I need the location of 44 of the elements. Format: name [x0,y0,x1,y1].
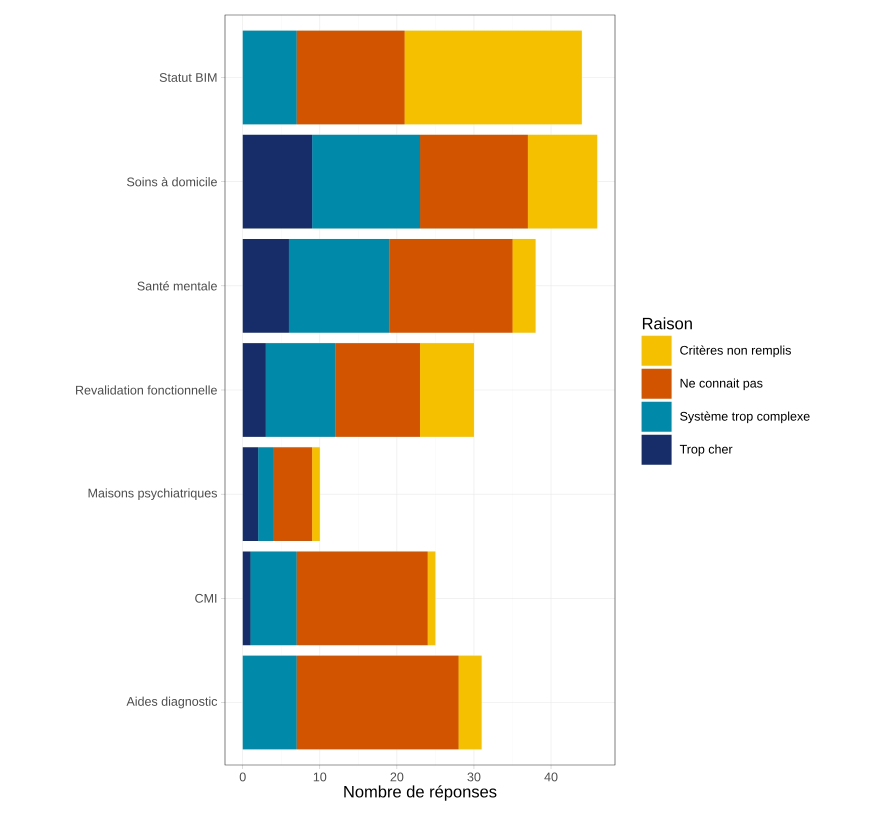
bar [242,551,250,646]
bar [242,238,289,333]
bar [242,134,312,229]
y-tick-label: Soins à domicile [127,177,217,186]
bar [288,238,390,333]
bar [420,134,528,229]
bar [274,447,312,542]
y-tick-label: Santé mentale [137,281,217,290]
x-tick-label: 40 [544,772,558,782]
legend-title: Raison [642,317,692,330]
bar [296,30,405,124]
bar [296,656,459,750]
legend-label: Ne connait pas [680,378,762,390]
x-tick-label: 30 [467,772,480,782]
bar [296,551,428,646]
bar [242,343,266,437]
x-tick-label: 0 [240,772,246,782]
bar [242,30,297,124]
bar [420,343,474,437]
bar [404,30,582,124]
bar [458,656,482,750]
legend-label: Système trop complexe [680,411,810,424]
bar [312,447,320,542]
y-tick-label: Aides diagnostic [126,696,218,708]
y-tick-label: Revalidation fonctionnelle [76,385,217,395]
bar [335,343,420,437]
bar [266,343,336,437]
legend-label: Critères non remplis [680,345,791,358]
bar [242,447,258,542]
y-tick-label: CMI [195,594,216,603]
bar [250,551,297,646]
bar [428,551,436,646]
y-tick-label: Maisons psychiatriques [88,488,217,500]
bar [512,238,536,333]
x-axis-title: Nombre de réponses [344,785,496,801]
bar [242,656,297,750]
legend-label: Trop cher [680,444,732,456]
x-tick-label: 10 [314,772,326,782]
bar [389,238,512,333]
bar [312,134,420,229]
bar [528,134,598,229]
bar [258,447,274,542]
x-tick-label: 20 [390,772,404,782]
y-tick-label: Statut BIM [160,73,216,82]
